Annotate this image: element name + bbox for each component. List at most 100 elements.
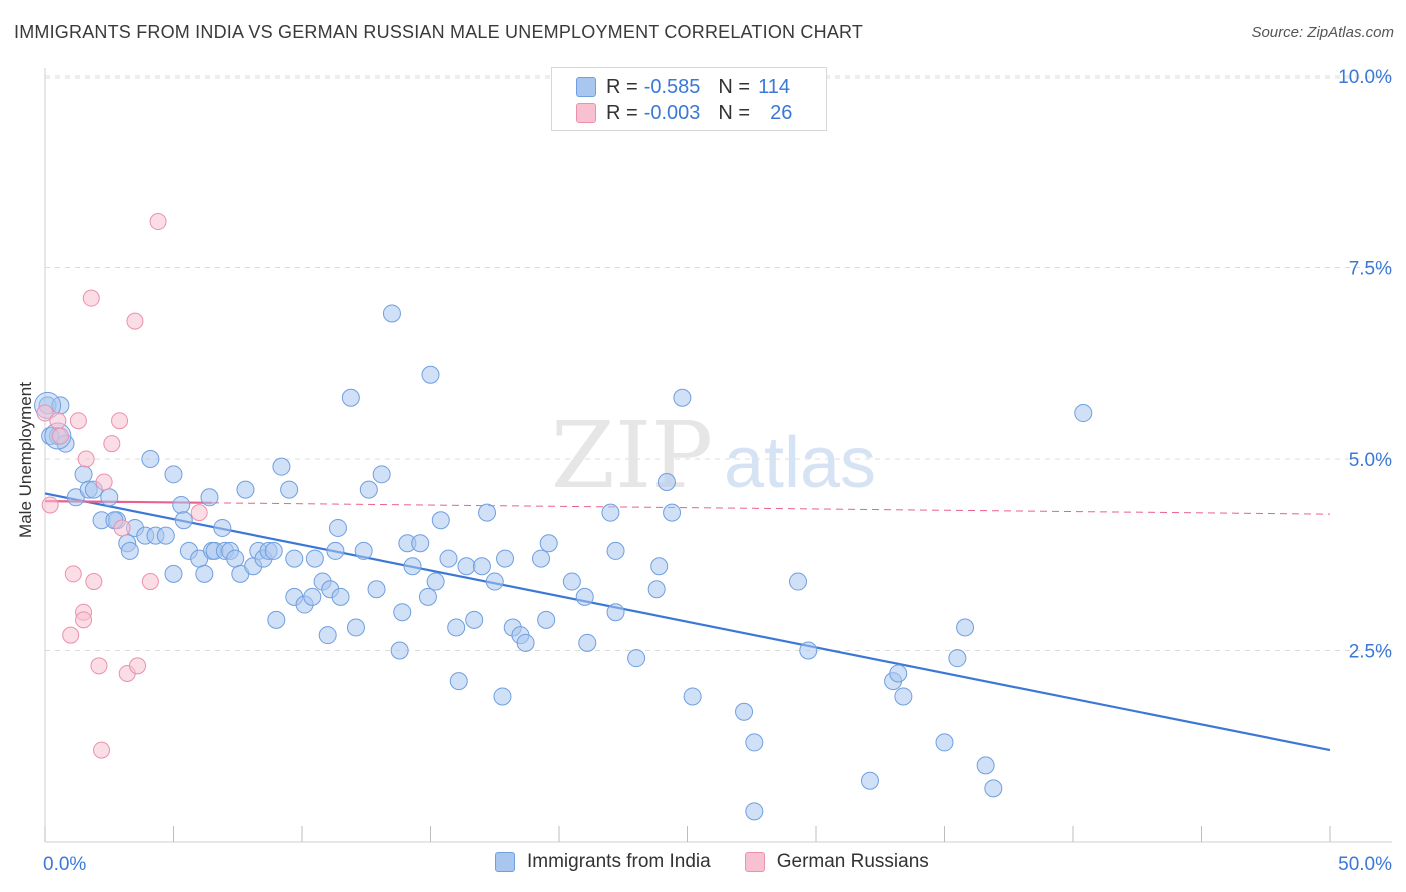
x-tick-label: 50.0% [1338, 854, 1392, 875]
point-immigrants-from-india [267, 610, 286, 629]
point-german-russians [141, 573, 159, 591]
legend-r-label: R = [606, 101, 638, 124]
point-german-russians [64, 565, 82, 583]
point-immigrants-from-india [789, 572, 808, 591]
series-swatch-german-russians [744, 852, 765, 872]
point-immigrants-from-india [578, 633, 597, 652]
y-tick-label: 2.5% [1349, 642, 1392, 663]
point-immigrants-from-india [472, 557, 491, 576]
point-german-russians [190, 504, 208, 522]
data-points [34, 213, 1093, 821]
point-immigrants-from-india [418, 587, 437, 606]
point-immigrants-from-india [393, 603, 412, 622]
legend-swatch-india [576, 77, 596, 97]
trend-line-german-russians-extension [212, 502, 1331, 515]
point-immigrants-from-india [303, 587, 322, 606]
point-immigrants-from-india [683, 687, 702, 706]
point-immigrants-from-india [465, 610, 484, 629]
point-german-russians [69, 412, 87, 430]
point-german-russians [62, 626, 80, 644]
point-immigrants-from-india [745, 802, 764, 821]
point-immigrants-from-india [120, 541, 139, 560]
point-immigrants-from-india [100, 488, 119, 507]
series-label-german-russians: German Russians [776, 851, 929, 872]
tick-labels: 2.5% 5.0% 7.5% 10.0% 0.0% 50.0% [43, 67, 1392, 875]
legend-n-value: 26 [770, 101, 793, 124]
point-immigrants-from-india [285, 549, 304, 568]
point-german-russians [113, 519, 131, 537]
point-immigrants-from-india [331, 587, 350, 606]
legend-swatch-german-russians [576, 103, 596, 123]
point-immigrants-from-india [174, 511, 193, 530]
point-immigrants-from-india [539, 534, 558, 553]
point-german-russians [75, 611, 93, 629]
point-immigrants-from-india [367, 580, 386, 599]
series-legend-item-german-russians[interactable]: German Russians [744, 851, 929, 873]
point-german-russians [36, 404, 54, 422]
point-immigrants-from-india [516, 633, 535, 652]
x-tick-label: 0.0% [43, 854, 86, 875]
point-immigrants-from-india [403, 557, 422, 576]
point-immigrants-from-india [164, 465, 183, 484]
point-german-russians [95, 473, 113, 491]
point-immigrants-from-india [601, 503, 620, 522]
point-immigrants-from-india [493, 687, 512, 706]
point-immigrants-from-india [935, 733, 954, 752]
point-immigrants-from-india [426, 572, 445, 591]
correlation-legend: R = -0.585 N = 114 R = -0.003 N = 26 [551, 67, 827, 131]
point-immigrants-from-india [449, 672, 468, 691]
point-german-russians [90, 657, 108, 675]
point-immigrants-from-india [496, 549, 515, 568]
point-immigrants-from-india [673, 388, 692, 407]
point-immigrants-from-india [354, 541, 373, 560]
y-tick-label: 5.0% [1349, 450, 1392, 471]
source-label: Source: ZipAtlas.com [1251, 24, 1394, 41]
point-immigrants-from-india [745, 733, 764, 752]
point-immigrants-from-india [860, 771, 879, 790]
point-immigrants-from-india [164, 564, 183, 583]
point-immigrants-from-india [431, 511, 450, 530]
series-legend: Immigrants from India German Russians [495, 851, 963, 873]
point-immigrants-from-india [390, 641, 409, 660]
point-immigrants-from-india [236, 480, 255, 499]
point-immigrants-from-india [457, 557, 476, 576]
point-immigrants-from-india [411, 534, 430, 553]
watermark-zip: ZIP [551, 402, 713, 509]
point-immigrants-from-india [647, 580, 666, 599]
y-tick-label: 7.5% [1349, 259, 1392, 280]
trend-lines [44, 492, 1331, 752]
point-immigrants-from-india [359, 480, 378, 499]
point-immigrants-from-india [318, 626, 337, 645]
series-legend-item-india[interactable]: Immigrants from India [495, 851, 711, 873]
point-immigrants-from-india [537, 610, 556, 629]
chart-title: IMMIGRANTS FROM INDIA VS GERMAN RUSSIAN … [14, 22, 864, 42]
point-immigrants-from-india [735, 702, 754, 721]
point-immigrants-from-india [280, 480, 299, 499]
legend-row-india: R = -0.585 N = 114 [576, 75, 790, 99]
point-immigrants-from-india [799, 641, 818, 660]
point-german-russians [49, 412, 67, 430]
point-immigrants-from-india [575, 587, 594, 606]
y-tick-label: 10.0% [1338, 67, 1392, 88]
point-immigrants-from-india [976, 756, 995, 775]
point-immigrants-from-india [485, 572, 504, 591]
point-immigrants-from-india [213, 518, 232, 537]
point-immigrants-from-india [326, 541, 345, 560]
legend-r-label: R = [606, 75, 638, 98]
point-german-russians [85, 573, 103, 591]
legend-n-label: N = [718, 101, 751, 124]
point-immigrants-from-india [984, 779, 1003, 798]
point-immigrants-from-india [663, 503, 682, 522]
point-german-russians [51, 427, 69, 445]
legend-r-value: -0.003 [643, 101, 701, 124]
point-immigrants-from-india [562, 572, 581, 591]
point-immigrants-from-india [200, 488, 219, 507]
watermark: ZIP atlas [551, 402, 876, 509]
point-german-russians [149, 213, 167, 231]
legend-row-german-russians: R = -0.003 N = 26 [576, 101, 792, 125]
point-german-russians [41, 496, 59, 514]
point-immigrants-from-india [532, 549, 551, 568]
point-immigrants-from-india [421, 365, 440, 384]
point-immigrants-from-india [272, 457, 291, 476]
point-immigrants-from-india [1074, 404, 1093, 423]
